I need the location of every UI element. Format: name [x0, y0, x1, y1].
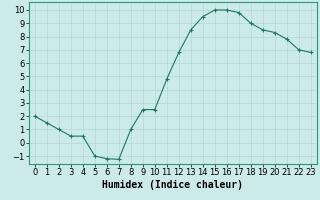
X-axis label: Humidex (Indice chaleur): Humidex (Indice chaleur) — [102, 180, 243, 190]
